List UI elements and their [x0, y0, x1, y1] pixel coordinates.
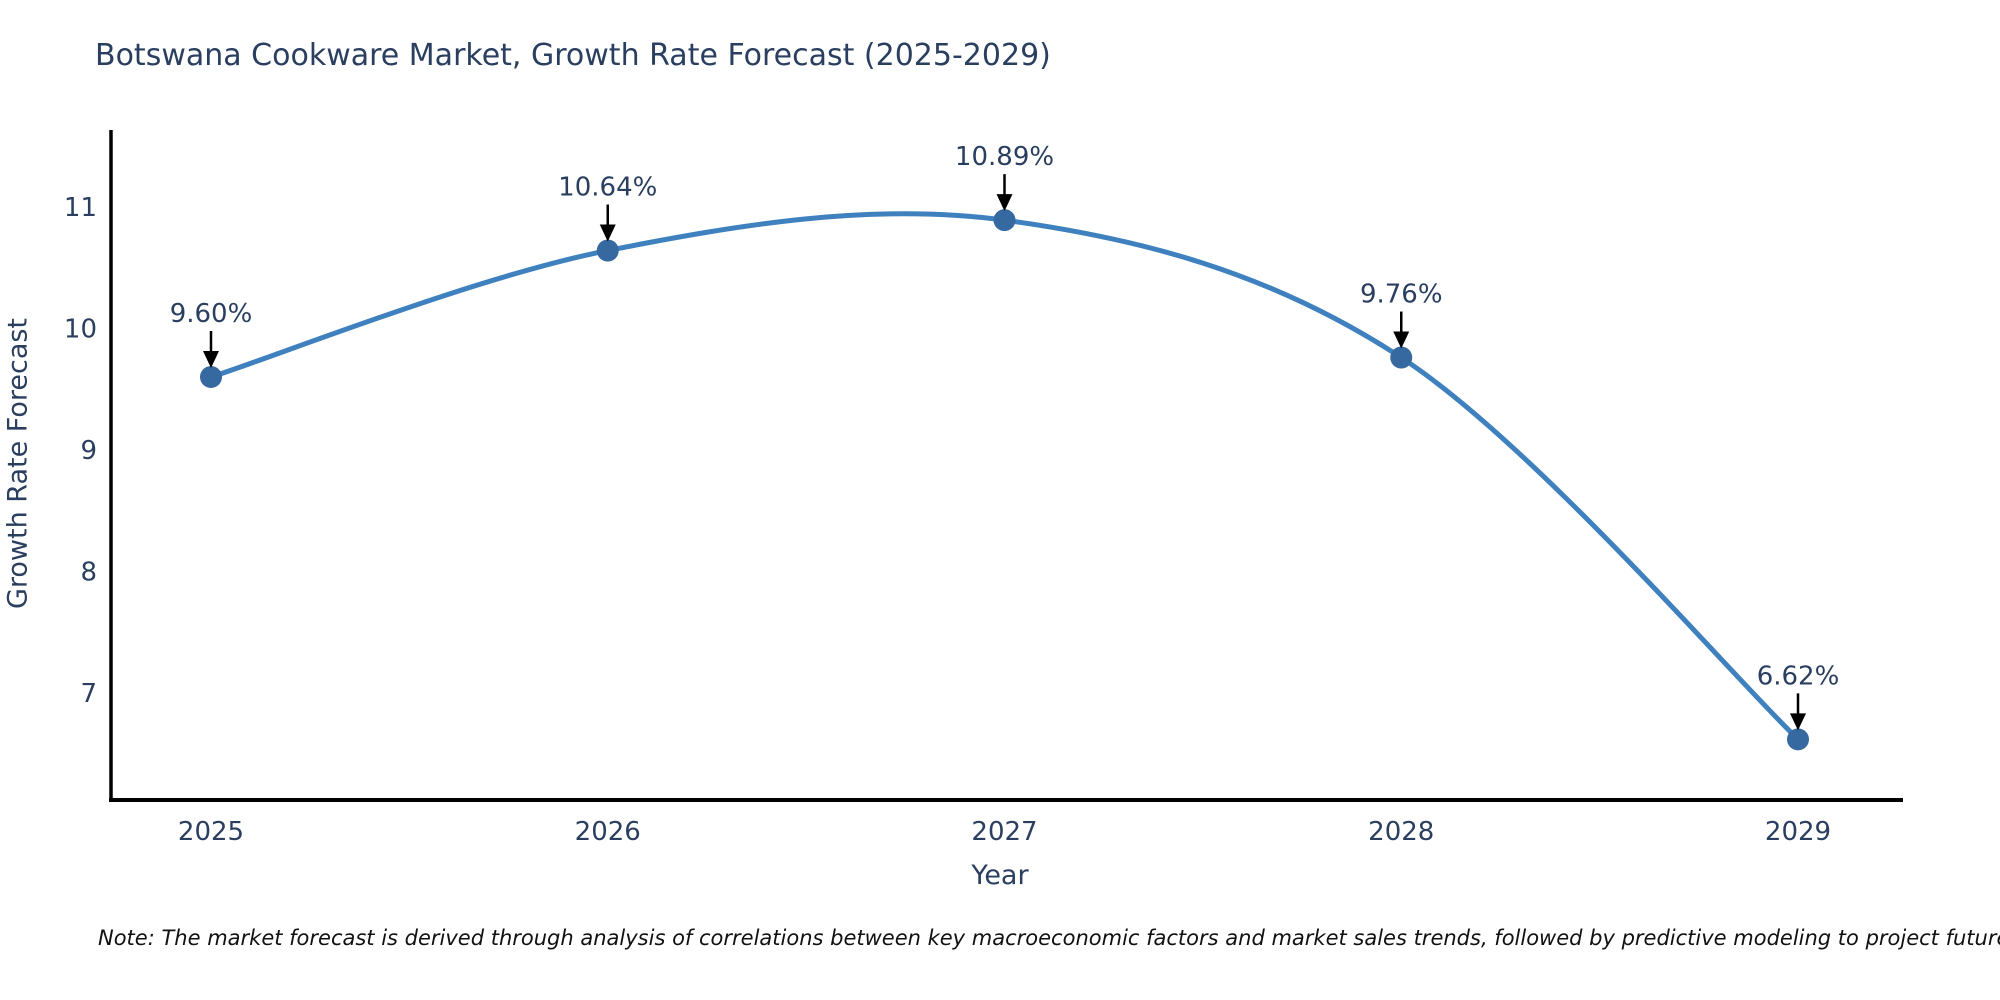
annotation-arrowhead: [599, 224, 616, 242]
x-tick-label: 2028: [1368, 817, 1434, 847]
x-tick-label: 2029: [1765, 817, 1831, 847]
annotation-label: 10.89%: [955, 142, 1054, 172]
x-tick-label: 2027: [971, 817, 1037, 847]
annotation-label: 9.60%: [170, 299, 253, 329]
y-axis-title: Growth Rate Forecast: [2, 317, 34, 610]
x-axis-title: Year: [971, 860, 1029, 891]
annotation-arrowhead: [996, 194, 1013, 212]
annotation-arrowhead: [1790, 713, 1806, 731]
annotation-label: 6.62%: [1757, 661, 1840, 691]
chart-title: Botswana Cookware Market, Growth Rate Fo…: [95, 38, 1051, 73]
data-point: [993, 209, 1016, 232]
annotation-arrowhead: [203, 351, 219, 368]
annotation-label: 10.64%: [558, 173, 657, 203]
series-line: [210, 211, 1800, 742]
y-tick-label: 9: [80, 436, 97, 466]
annotation-label: 9.76%: [1360, 280, 1443, 310]
x-tick-label: 2025: [178, 817, 244, 847]
x-tick-label: 2026: [575, 817, 641, 847]
data-point: [1390, 346, 1413, 369]
data-point: [200, 366, 222, 388]
y-tick-label: 8: [80, 558, 97, 588]
data-point: [1787, 728, 1809, 751]
footnote: Note: The market forecast is derived thr…: [98, 926, 2000, 950]
y-tick-label: 11: [64, 193, 97, 223]
annotation-arrowhead: [1393, 331, 1410, 349]
y-tick-label: 10: [64, 314, 97, 344]
y-tick-label: 7: [80, 679, 97, 709]
data-point: [596, 239, 619, 262]
